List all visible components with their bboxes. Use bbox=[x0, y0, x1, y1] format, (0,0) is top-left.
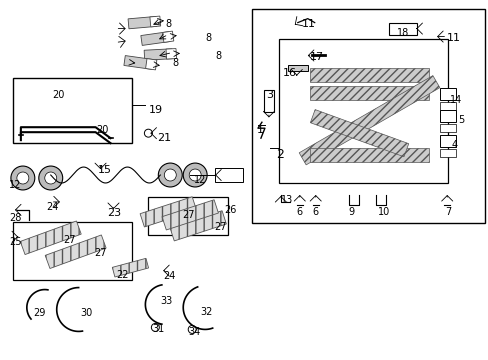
Bar bbox=[215, 168, 243, 182]
Text: 29: 29 bbox=[33, 307, 45, 318]
Text: 6: 6 bbox=[296, 207, 302, 217]
Text: 8: 8 bbox=[205, 32, 211, 42]
Text: 19: 19 bbox=[148, 105, 162, 115]
Circle shape bbox=[45, 172, 57, 184]
Bar bbox=[388, 23, 416, 35]
Polygon shape bbox=[162, 200, 218, 230]
Text: 27: 27 bbox=[214, 222, 226, 232]
Text: 27: 27 bbox=[94, 248, 107, 258]
Text: 17: 17 bbox=[309, 53, 323, 63]
Bar bbox=[264, 90, 273, 112]
Polygon shape bbox=[20, 221, 81, 255]
Text: 22: 22 bbox=[116, 270, 129, 280]
Text: 31: 31 bbox=[152, 324, 164, 334]
Circle shape bbox=[11, 166, 35, 190]
Text: 32: 32 bbox=[200, 306, 212, 316]
Text: 21: 21 bbox=[157, 133, 171, 143]
Text: 8: 8 bbox=[215, 50, 221, 60]
Text: 23: 23 bbox=[107, 208, 122, 218]
Text: 2: 2 bbox=[275, 148, 283, 161]
Text: 9: 9 bbox=[348, 207, 354, 217]
Text: 11: 11 bbox=[447, 32, 460, 42]
Bar bbox=[287, 66, 307, 71]
Text: 33: 33 bbox=[160, 296, 172, 306]
Text: 28: 28 bbox=[9, 213, 21, 223]
Text: 1: 1 bbox=[256, 125, 264, 135]
Bar bbox=[148, 197, 227, 235]
Text: 10: 10 bbox=[377, 207, 389, 217]
Polygon shape bbox=[162, 31, 173, 42]
Polygon shape bbox=[45, 235, 106, 269]
Polygon shape bbox=[141, 32, 169, 45]
Text: 8: 8 bbox=[165, 19, 171, 29]
Circle shape bbox=[39, 166, 62, 190]
Circle shape bbox=[158, 163, 182, 187]
Text: 13: 13 bbox=[280, 195, 292, 205]
Bar bbox=[13, 222, 132, 280]
Polygon shape bbox=[128, 17, 156, 29]
Polygon shape bbox=[310, 109, 408, 157]
Polygon shape bbox=[144, 49, 172, 60]
Text: 34: 34 bbox=[188, 328, 200, 337]
Text: 27: 27 bbox=[182, 210, 194, 220]
Circle shape bbox=[183, 163, 207, 187]
Bar bbox=[13, 78, 132, 143]
Text: 4: 4 bbox=[450, 140, 456, 150]
Polygon shape bbox=[299, 76, 439, 165]
Polygon shape bbox=[309, 68, 428, 82]
Text: 3: 3 bbox=[265, 90, 272, 100]
Bar bbox=[439, 88, 455, 100]
Bar bbox=[278, 39, 447, 183]
Bar bbox=[439, 124, 455, 132]
Circle shape bbox=[17, 172, 29, 184]
Polygon shape bbox=[170, 211, 226, 241]
Bar bbox=[439, 102, 455, 110]
Text: 16: 16 bbox=[282, 68, 296, 78]
Circle shape bbox=[189, 169, 201, 181]
Polygon shape bbox=[150, 16, 161, 27]
Text: 6: 6 bbox=[312, 207, 318, 217]
Text: 26: 26 bbox=[224, 205, 236, 215]
Text: 5: 5 bbox=[457, 115, 464, 125]
Text: 11: 11 bbox=[301, 19, 315, 29]
Text: 7: 7 bbox=[444, 207, 450, 217]
Circle shape bbox=[151, 323, 159, 332]
Polygon shape bbox=[112, 258, 148, 277]
Circle shape bbox=[164, 169, 176, 181]
Text: 12: 12 bbox=[194, 175, 206, 185]
Polygon shape bbox=[166, 49, 176, 59]
Text: 27: 27 bbox=[63, 235, 76, 245]
Bar bbox=[439, 110, 455, 122]
Text: 20: 20 bbox=[53, 90, 65, 100]
Text: 18: 18 bbox=[397, 28, 409, 37]
Text: 20: 20 bbox=[96, 125, 109, 135]
Circle shape bbox=[188, 325, 196, 333]
Text: 25: 25 bbox=[9, 237, 21, 247]
Text: 8: 8 bbox=[172, 58, 178, 68]
Polygon shape bbox=[309, 86, 428, 100]
Text: 12: 12 bbox=[9, 180, 21, 190]
Text: 24: 24 bbox=[163, 271, 175, 281]
Bar bbox=[439, 135, 455, 147]
Polygon shape bbox=[140, 197, 196, 227]
Polygon shape bbox=[309, 148, 428, 162]
Polygon shape bbox=[123, 55, 153, 69]
Bar bbox=[251, 9, 484, 223]
Text: 15: 15 bbox=[98, 165, 111, 175]
Bar bbox=[439, 149, 455, 157]
Circle shape bbox=[144, 129, 152, 137]
Polygon shape bbox=[145, 59, 157, 70]
Text: 14: 14 bbox=[449, 95, 462, 105]
Text: 24: 24 bbox=[46, 202, 58, 212]
Text: 30: 30 bbox=[81, 307, 93, 318]
